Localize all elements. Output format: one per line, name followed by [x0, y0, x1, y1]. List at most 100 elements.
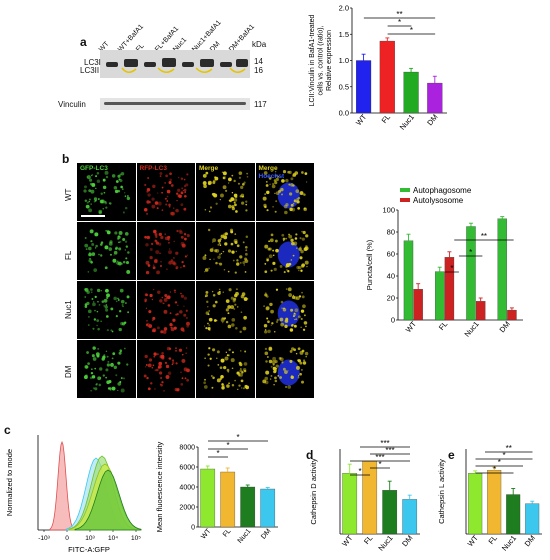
cell-image: [83, 346, 129, 393]
y-axis-label: Mean fluoescence intensity: [155, 442, 164, 533]
category-label: Nuc1: [500, 534, 518, 553]
significance-label: *: [236, 433, 239, 442]
bar: [413, 289, 423, 321]
y-tick-label: 40: [387, 272, 395, 281]
category-label: Nuc1: [463, 320, 481, 339]
x-tick-label: -10³: [38, 535, 50, 542]
mw-14-label: 14: [254, 57, 263, 66]
significance-label: *: [378, 460, 381, 469]
micrograph-cell: [196, 340, 255, 398]
bar: [240, 486, 256, 528]
bar: [403, 71, 419, 114]
x-tick-label: 10⁵: [131, 535, 141, 542]
blot-band: [236, 59, 248, 67]
category-label: FL: [222, 528, 233, 539]
y-tick-label: 1.0: [339, 56, 349, 65]
x-tick-label: 10³: [85, 535, 95, 542]
category-label: WT: [200, 527, 213, 540]
bar: [403, 240, 414, 321]
bar: [487, 470, 502, 535]
category-label: DM: [498, 320, 512, 335]
category-label: Nuc1: [237, 528, 253, 545]
cell-image: [84, 229, 131, 274]
y-tick-label: 0.0: [339, 109, 349, 118]
scale-bar: [81, 215, 105, 217]
y-tick-label: 8000: [179, 445, 195, 452]
significance-label: *: [502, 451, 505, 460]
y-tick-label: 0: [391, 316, 395, 325]
cell-image: [261, 346, 308, 389]
cell-image: [143, 346, 190, 392]
bar: [220, 471, 236, 528]
y-tick-label: 60: [387, 250, 395, 259]
row-label: Nuc1: [64, 300, 73, 319]
legend-label: Autophagosome: [413, 186, 472, 195]
bar: [200, 468, 216, 528]
row-label: FL: [64, 250, 73, 260]
significance-label: *: [410, 26, 413, 35]
mw-117-label: 117: [254, 100, 267, 109]
cell-image: [143, 172, 188, 216]
channel-label: RFP-LC3: [139, 165, 167, 172]
bar: [525, 503, 540, 535]
y-axis-label: cells vs. control (ratio),: [318, 25, 325, 95]
y-tick-label: 2000: [179, 505, 195, 512]
y-axis-label: Puncta/cell (%): [365, 239, 374, 290]
blot-band: [220, 62, 232, 67]
lc3-blot: [100, 50, 250, 78]
significance-label: **: [396, 10, 402, 19]
cell-image: [263, 230, 309, 274]
legend-swatch: [400, 188, 410, 192]
cell-image: [202, 171, 249, 213]
micrograph-cell: GFP-LC3: [77, 163, 136, 221]
kda-label: kDa: [252, 40, 267, 49]
significance-label: ***: [380, 439, 389, 448]
bar: [362, 460, 378, 535]
micrograph-cell: RFP-LC3: [136, 163, 195, 221]
category-label: Nuc1: [376, 534, 394, 553]
bar: [427, 82, 443, 114]
micrograph-cell: [136, 281, 195, 339]
lc3i-label: LC3I: [84, 58, 101, 67]
blot-band: [144, 62, 156, 67]
category-label: WT: [340, 533, 355, 548]
category-label: FL: [380, 113, 393, 125]
panel-c-label: c: [4, 423, 11, 437]
micrograph-cell: [196, 222, 255, 280]
bar: [466, 226, 476, 321]
panel-a-label: a: [80, 35, 87, 49]
micrograph-cell: [77, 222, 136, 280]
category-label: WT: [354, 112, 369, 127]
blot-band: [162, 58, 176, 67]
cell-image: [202, 228, 249, 274]
category-label: DM: [523, 534, 537, 549]
significance-label: ***: [375, 453, 384, 462]
y-axis-label: Cathepsin L activity: [437, 459, 446, 524]
significance-label: **: [481, 232, 487, 241]
micrograph-cell: [255, 281, 314, 339]
micrograph-cell: Merge: [196, 163, 255, 221]
bar: [506, 494, 521, 535]
bar: [507, 309, 517, 321]
category-label: FL: [362, 534, 375, 546]
vinculin-label: Vinculin: [58, 100, 86, 109]
category-label: WT: [466, 533, 481, 548]
vinculin-blot: [100, 98, 250, 110]
significance-label: *: [450, 264, 453, 273]
significance-label: **: [506, 444, 512, 453]
mw-16-label: 16: [254, 66, 263, 75]
lc3-ratio-chart: 0.0 0.5 1.0 1.5 2.0 LCII:Vinculin in BafA1-tr…: [309, 4, 447, 132]
significance-label: *: [226, 441, 229, 450]
mfi-chart: 0 2000 4000 6000 8000 Mean fluoescence intens…: [155, 433, 278, 545]
significance-label: ***: [385, 446, 394, 455]
arrow-icons: [121, 67, 246, 73]
significance-label: *: [469, 248, 472, 257]
bar: [342, 473, 358, 535]
category-label: DM: [425, 113, 439, 128]
legend-label: Autolysosome: [413, 196, 464, 205]
cell-image: [262, 287, 307, 334]
histogram-curve: [74, 469, 142, 531]
